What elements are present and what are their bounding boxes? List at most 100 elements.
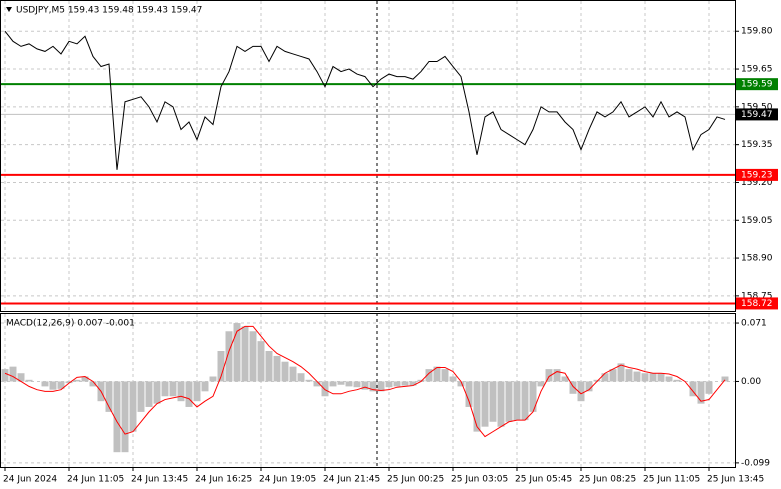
histogram-bar — [1, 369, 9, 382]
histogram-bar — [577, 381, 585, 402]
y-tick-label: 0.071 — [741, 319, 767, 329]
histogram-bar — [697, 381, 705, 404]
histogram-bar — [233, 323, 241, 382]
histogram-bar — [225, 331, 233, 382]
histogram-bar — [617, 363, 625, 382]
x-tick-label: 24 Jun 11:05 — [67, 475, 124, 485]
histogram-bar — [41, 381, 49, 387]
level-label: 159.59 — [741, 80, 773, 90]
histogram-bar — [665, 376, 673, 382]
histogram-bar — [393, 381, 401, 387]
histogram-bar — [553, 369, 561, 382]
histogram-bar — [369, 381, 377, 392]
histogram-bar — [497, 381, 505, 427]
macd-title: MACD(12,26,9) 0.007 -0.001 — [6, 319, 135, 329]
main-panel-border — [0, 0, 736, 312]
y-tick-label: 158.75 — [741, 291, 773, 301]
y-tick-label: 159.20 — [741, 178, 773, 188]
histogram-bar — [649, 373, 657, 382]
current-price-tag — [736, 108, 778, 121]
macd-panel-border — [0, 313, 736, 468]
histogram-bar — [273, 355, 281, 382]
histogram-bar — [217, 351, 225, 382]
x-tick-label: 24 Jun 16:25 — [195, 475, 252, 485]
histogram-bar — [297, 373, 305, 382]
x-tick-label: 25 Jun 00:25 — [387, 475, 444, 485]
histogram-bar — [49, 381, 57, 390]
x-tick-label: 25 Jun 03:05 — [451, 475, 508, 485]
histogram-bar — [537, 381, 545, 387]
histogram-bar — [641, 373, 649, 382]
histogram-bar — [161, 381, 169, 397]
histogram-bar — [457, 381, 465, 387]
histogram-bar — [321, 381, 329, 397]
y-tick-label: 159.50 — [741, 102, 773, 112]
histogram-bar — [281, 361, 289, 382]
histogram-bar — [105, 381, 113, 412]
histogram-bar — [73, 379, 81, 382]
histogram-bar — [417, 379, 425, 382]
histogram-bar — [201, 381, 209, 392]
histogram-bar — [513, 381, 521, 421]
histogram-bar — [657, 373, 665, 382]
histogram-bar — [481, 381, 489, 427]
grid — [1, 1, 735, 467]
y-tick-label: 158.90 — [741, 254, 773, 264]
x-tick-label: 25 Jun 11:05 — [643, 475, 700, 485]
histogram-bar — [673, 379, 681, 382]
x-tick-label: 24 Jun 13:45 — [131, 475, 188, 485]
histogram-bar — [353, 381, 361, 388]
chart-title: USDJPY,M5 159.43 159.48 159.43 159.47 — [16, 6, 202, 16]
histogram-bar — [185, 381, 193, 407]
histogram-bar — [385, 381, 393, 388]
histogram-bar — [169, 381, 177, 397]
signal-line — [4, 325, 726, 438]
histogram-bar — [585, 381, 593, 392]
histogram-bar — [609, 369, 617, 382]
histogram-bar — [529, 381, 537, 412]
histogram-bar — [721, 376, 729, 382]
histogram-bar — [89, 381, 97, 387]
level-tag — [736, 78, 778, 91]
x-tick-label: 25 Jun 05:45 — [515, 475, 572, 485]
histogram-bar — [601, 373, 609, 382]
histogram-bar — [545, 369, 553, 382]
histogram-bar — [633, 371, 641, 382]
histogram-bar — [377, 381, 385, 392]
level-label: 158.72 — [741, 299, 773, 309]
histogram-bar — [361, 381, 369, 390]
histogram-bar — [521, 381, 529, 421]
x-tick-label: 24 Jun 21:45 — [323, 475, 380, 485]
y-tick-label: 0.00 — [741, 377, 761, 387]
histogram-bar — [17, 373, 25, 382]
histogram-bar — [561, 376, 569, 382]
histogram-bar — [209, 376, 217, 382]
histogram-bar — [177, 381, 185, 402]
histogram-bar — [249, 331, 257, 382]
histogram-bar — [241, 326, 249, 382]
histogram-bar — [137, 381, 145, 412]
histogram-bar — [65, 381, 73, 384]
histogram-bar — [465, 381, 473, 407]
histogram-bar — [433, 366, 441, 382]
level-tag — [736, 297, 778, 310]
histogram-bar — [345, 381, 353, 387]
histogram-bar — [473, 381, 481, 432]
histogram-bar — [689, 381, 697, 397]
histogram-bar — [425, 369, 433, 382]
histogram-bar — [449, 376, 457, 382]
x-tick-label: 25 Jun 08:25 — [579, 475, 636, 485]
histogram-bar — [121, 381, 129, 453]
histogram-bar — [289, 366, 297, 382]
level-label: 159.23 — [741, 170, 773, 180]
menu-triangle[interactable] — [6, 7, 12, 12]
histogram-bar — [313, 381, 321, 387]
price-line — [4, 30, 726, 170]
histogram-bar — [401, 381, 409, 386]
y-tick-label: -0.099 — [741, 458, 770, 468]
current-price-label: 159.47 — [741, 110, 773, 120]
x-tick-label: 24 Jun 19:05 — [259, 475, 316, 485]
histogram-bar — [569, 381, 577, 394]
histogram-bar — [625, 369, 633, 382]
